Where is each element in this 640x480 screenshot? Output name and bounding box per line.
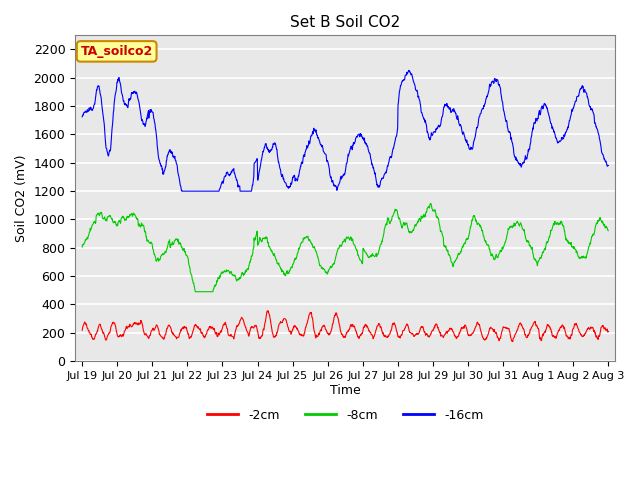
- Text: TA_soilco2: TA_soilco2: [81, 45, 153, 58]
- Y-axis label: Soil CO2 (mV): Soil CO2 (mV): [15, 155, 28, 242]
- X-axis label: Time: Time: [330, 384, 360, 396]
- Title: Set B Soil CO2: Set B Soil CO2: [290, 15, 401, 30]
- Legend: -2cm, -8cm, -16cm: -2cm, -8cm, -16cm: [202, 404, 488, 427]
